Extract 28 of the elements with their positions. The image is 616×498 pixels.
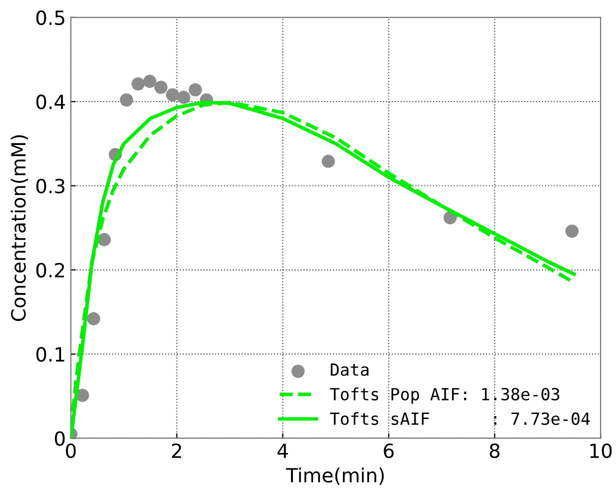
legend-label: Tofts sAIF : 7.73e-04 xyxy=(330,412,590,426)
legend-label: Data xyxy=(330,364,368,376)
point xyxy=(143,74,156,88)
point xyxy=(177,90,190,104)
point xyxy=(132,77,145,91)
x-tick-label: 2 xyxy=(172,443,182,458)
point xyxy=(98,233,111,246)
y-axis-title: Concentration(mM) xyxy=(10,135,28,321)
y-tick-label: 0 xyxy=(54,431,65,446)
y-tick-label: 0.5 xyxy=(36,10,64,26)
x-tick-label: 8 xyxy=(490,443,500,458)
x-tick-label: 4 xyxy=(278,444,288,458)
point xyxy=(120,93,134,106)
y-tick-label: 0.1 xyxy=(36,347,64,362)
point xyxy=(166,88,180,102)
point xyxy=(565,224,579,238)
x-tick-label: 0 xyxy=(66,443,76,458)
point xyxy=(154,80,168,94)
x-tick-label: 10 xyxy=(590,443,612,458)
point xyxy=(87,312,100,326)
y-tick-label: 0.2 xyxy=(36,262,64,278)
point xyxy=(322,154,335,168)
point xyxy=(188,83,202,96)
x-tick-label: 6 xyxy=(384,443,394,458)
legend-label: Tofts Pop AIF: 1.38e-03 xyxy=(330,388,560,404)
y-tick-label: 0.4 xyxy=(36,94,65,110)
y-tick-label: 0.3 xyxy=(36,178,64,194)
x-axis-title: Time(min) xyxy=(286,467,384,485)
